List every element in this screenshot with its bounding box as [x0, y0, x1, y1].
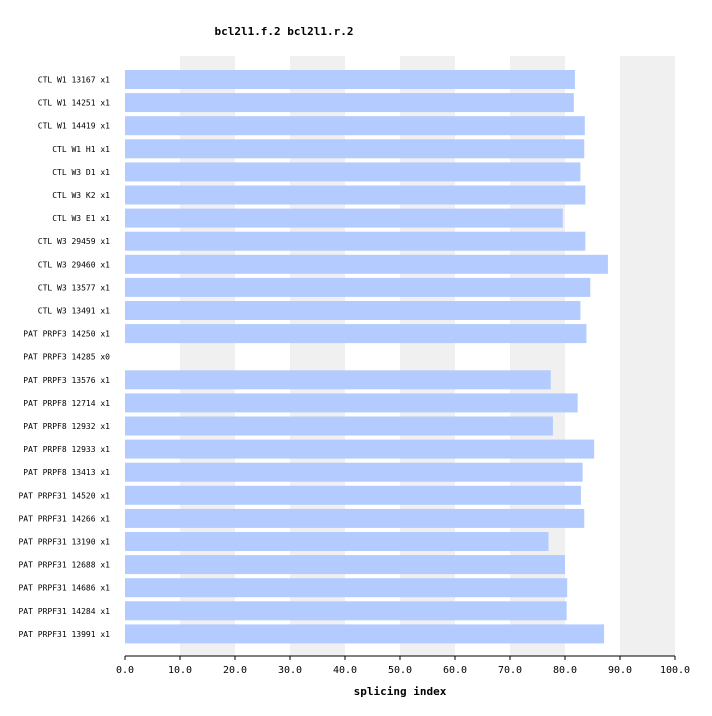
x-tick-label: 60.0: [443, 665, 467, 676]
x-tick-label: 40.0: [333, 665, 357, 676]
category-labels: CTL W1 13167 x1 CTL W1 14251 x1 CTL W1 144…: [18, 76, 110, 639]
bar: [125, 624, 605, 644]
bar: [125, 139, 585, 159]
category-label: CTL W1 H1 x1: [52, 145, 110, 154]
category-label: PAT PRPF31 13991 x1: [18, 630, 110, 639]
category-label: PAT PRPF8 12932 x1: [23, 422, 110, 431]
bar: [125, 416, 553, 436]
bar: [125, 93, 574, 113]
category-label: CTL W3 K2 x1: [52, 191, 110, 200]
category-label: PAT PRPF31 14284 x1: [18, 607, 110, 616]
bar: [125, 301, 581, 320]
grid-band: [620, 56, 675, 656]
bar: [125, 485, 581, 505]
category-label: PAT PRPF8 12933 x1: [23, 445, 110, 454]
bar: [125, 393, 578, 413]
category-label: PAT PRPF31 14520 x1: [18, 491, 110, 500]
category-label: PAT PRPF31 13190 x1: [18, 538, 110, 547]
x-tick-label: 10.0: [168, 665, 192, 676]
x-axis: 0.0 10.0 20.0 30.0 40.0 50.0 60.0 70.0 80.0 90.0 1…: [116, 655, 690, 676]
x-tick-label: 100.0: [660, 665, 690, 676]
bar: [125, 508, 585, 528]
category-label: PAT PRPF8 13413 x1: [23, 468, 110, 477]
category-label: PAT PRPF3 14285 x0: [23, 353, 110, 362]
category-label: PAT PRPF3 13576 x1: [23, 376, 110, 385]
bar: [125, 532, 549, 551]
x-tick-label: 0.0: [116, 665, 134, 676]
category-label: PAT PRPF31 12688 x1: [18, 561, 110, 570]
bar: [125, 254, 608, 274]
bar: [125, 462, 583, 482]
category-label: PAT PRPF31 14266 x1: [18, 514, 110, 523]
category-label: CTL W3 29460 x1: [38, 260, 110, 269]
bar: [125, 162, 581, 182]
category-label: CTL W3 E1 x1: [52, 214, 110, 223]
bar: [125, 601, 567, 621]
x-tick-label: 80.0: [553, 665, 577, 676]
category-label: CTL W1 14251 x1: [38, 99, 110, 108]
x-tick-label: 30.0: [278, 665, 302, 676]
category-label: PAT PRPF8 12714 x1: [23, 399, 110, 408]
bar: [125, 208, 563, 228]
bar: [125, 277, 591, 297]
category-label: CTL W1 14419 x1: [38, 122, 110, 131]
x-axis-label: splicing index: [354, 685, 447, 698]
category-label: CTL W3 13491 x1: [38, 307, 110, 316]
bar: [125, 439, 595, 459]
bar: [125, 555, 565, 575]
bar: [125, 578, 568, 598]
x-tick-label: 70.0: [498, 665, 522, 676]
category-label: CTL W3 D1 x1: [52, 168, 110, 177]
category-label: PAT PRPF31 14686 x1: [18, 584, 110, 593]
x-tick-label: 20.0: [223, 665, 247, 676]
bar: [125, 70, 575, 89]
bars: [125, 70, 608, 644]
x-tick-label: 50.0: [388, 665, 412, 676]
category-label: CTL W1 13167 x1: [38, 76, 110, 85]
bar: [125, 116, 585, 136]
category-label: CTL W3 13577 x1: [38, 283, 110, 292]
chart-title: bcl2l1.f.2 bcl2l1.r.2: [214, 25, 353, 38]
category-label: PAT PRPF3 14250 x1: [23, 330, 110, 339]
bar: [125, 370, 551, 390]
bar: [125, 324, 587, 344]
x-tick-label: 90.0: [608, 665, 632, 676]
bar: [125, 185, 586, 205]
bar: [125, 231, 586, 251]
category-label: CTL W3 29459 x1: [38, 237, 110, 246]
